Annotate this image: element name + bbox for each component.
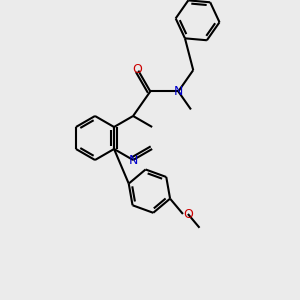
Text: O: O [183,208,193,221]
Text: O: O [132,63,142,76]
Text: N: N [174,85,183,98]
Text: N: N [128,154,138,166]
